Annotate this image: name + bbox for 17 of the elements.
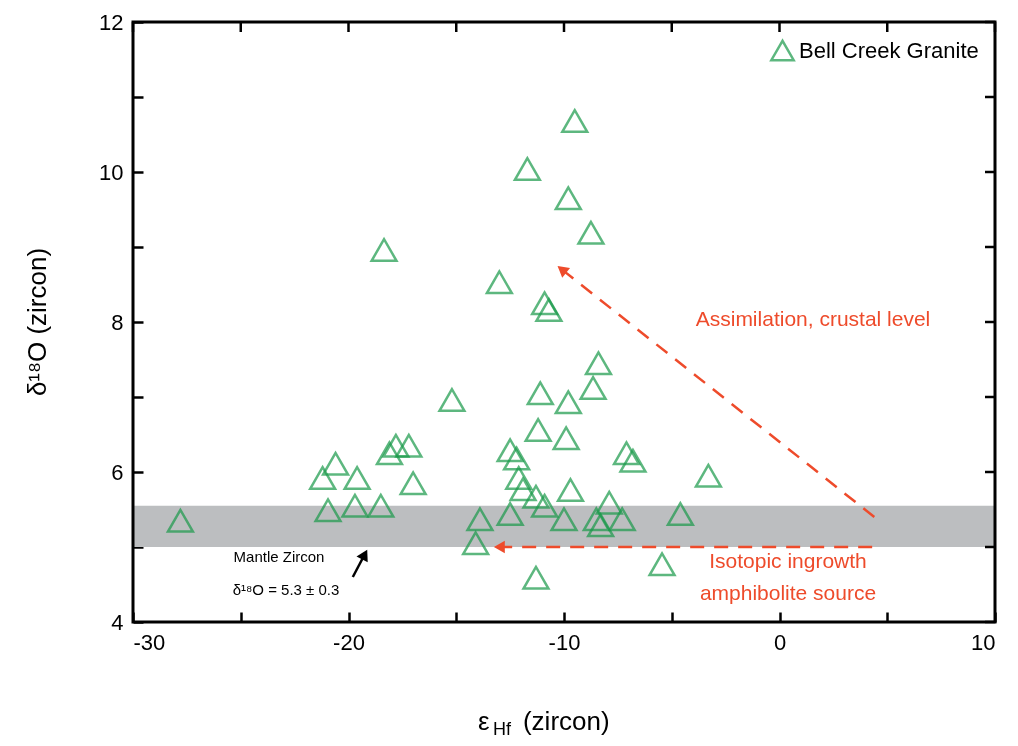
- x-tick-label: -10: [548, 629, 581, 655]
- x-tick-label: -20: [333, 629, 365, 655]
- y-axis-title: δ¹⁸O (zircon): [22, 247, 52, 397]
- annotation: amphibolite source: [699, 581, 877, 604]
- y-tick-label: 12: [99, 9, 124, 35]
- annotation: Mantle Zircon: [233, 548, 325, 565]
- annotation: Isotopic ingrowth: [709, 549, 867, 572]
- annotation: δ¹⁸O = 5.3 ± 0.3: [232, 581, 340, 598]
- y-tick-label: 4: [111, 609, 124, 635]
- legend-label: Bell Creek Granite: [799, 37, 979, 63]
- annotation: Assimilation, crustal level: [695, 307, 931, 330]
- x-tick-label: -30: [133, 629, 166, 655]
- y-tick-label: 10: [99, 159, 124, 185]
- x-tick-label: 10: [971, 629, 996, 655]
- y-tick-label: 6: [111, 459, 124, 485]
- x-tick-label: 0: [773, 629, 787, 655]
- y-tick-label: 8: [111, 309, 124, 335]
